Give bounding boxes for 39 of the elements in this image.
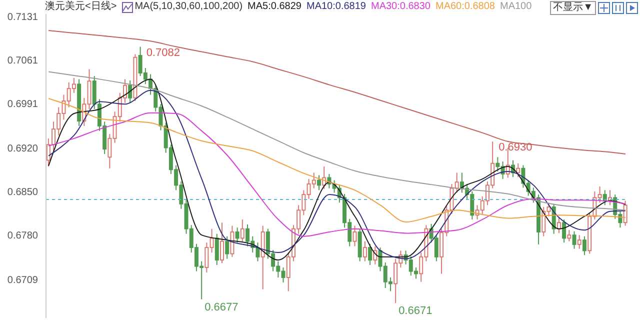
candlestick <box>220 222 224 264</box>
candlestick <box>317 174 321 191</box>
annotation: 不显示▼ <box>550 1 596 15</box>
candlestick <box>572 230 576 250</box>
candlestick <box>128 80 132 104</box>
annotation: 0.6930 <box>498 142 532 154</box>
text: MA60:0.6808 <box>435 0 495 14</box>
annotation: 0.6671 <box>398 305 432 318</box>
annotation: 0.7082 <box>146 46 180 59</box>
candlestick <box>230 225 234 258</box>
text: MA10:0.6819 <box>306 0 366 14</box>
candlestick <box>556 217 561 234</box>
chart-subtitle: MA(5,10,30,60,100,200) <box>134 0 243 14</box>
candlestick <box>225 236 230 260</box>
candlestick <box>362 240 367 262</box>
line-series <box>48 98 626 222</box>
candlestick <box>516 162 520 178</box>
y-tick-label: 0.6709 <box>7 274 38 286</box>
text: MA30:0.6830 <box>370 0 430 14</box>
y-tick-label: 0.6991 <box>7 99 38 110</box>
y-tick-label: 0.6780 <box>7 230 38 242</box>
legend-label: MA100 <box>500 0 532 14</box>
candlestick <box>582 236 586 256</box>
candlestick <box>235 227 240 244</box>
candlestick <box>214 233 219 266</box>
y-tick-label: 0.7131 <box>7 12 38 23</box>
y-tick-label: 0.6850 <box>7 186 38 198</box>
line-series <box>48 30 626 155</box>
text: MA5:0.6829 <box>248 0 302 14</box>
candlestick <box>368 243 372 266</box>
candlestick <box>567 230 572 242</box>
y-tick-label: 0.6920 <box>7 143 38 154</box>
annotation: 0.6677 <box>204 301 238 314</box>
candlestick <box>240 218 244 242</box>
y-tick-label: 0.7061 <box>7 55 38 66</box>
candlestick <box>577 234 582 250</box>
chart-title: 澳元美元<日线> <box>45 0 117 14</box>
candlestick <box>562 218 566 244</box>
candlestick <box>352 225 357 247</box>
